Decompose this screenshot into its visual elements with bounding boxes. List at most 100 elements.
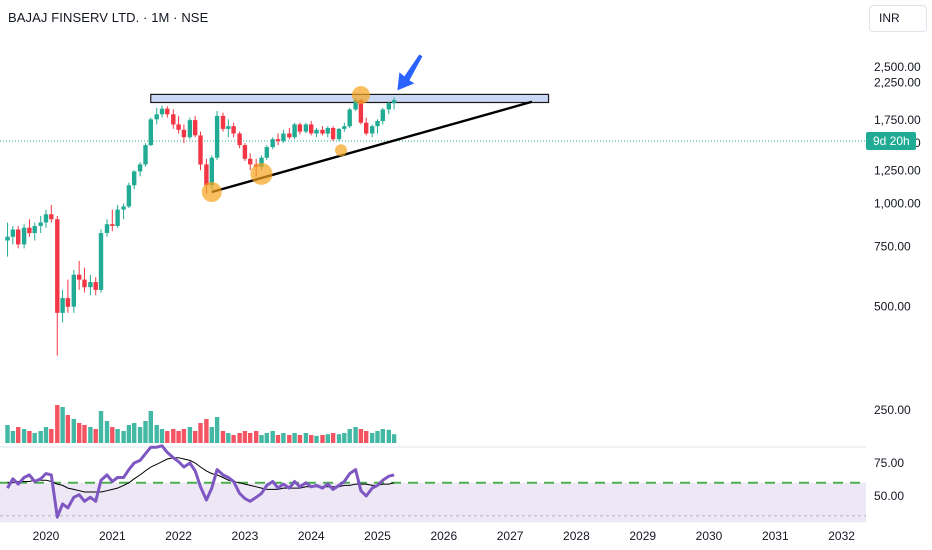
candle-body — [320, 129, 325, 134]
candle-body — [98, 233, 104, 290]
volume-bar — [110, 427, 115, 443]
candle-body — [264, 147, 269, 158]
volume-bar — [193, 431, 198, 443]
rsi-tick-label: 75.00 — [874, 456, 904, 470]
volume-bar — [181, 429, 187, 443]
volume-bar — [214, 417, 220, 443]
candle-body — [159, 108, 165, 115]
candle-body — [77, 274, 82, 280]
candle-body — [281, 133, 286, 142]
candle-body — [115, 209, 120, 226]
candle-body — [32, 226, 37, 234]
candle-body — [132, 171, 137, 186]
volume-bar — [65, 415, 71, 443]
candle-body — [303, 124, 309, 132]
x-tick-label: 2021 — [99, 529, 126, 543]
x-tick-label: 2032 — [828, 529, 855, 543]
volume-bar — [154, 425, 159, 443]
volume-bar — [242, 431, 248, 443]
candle-body — [287, 133, 292, 138]
annotations — [201, 54, 533, 203]
candle-body — [386, 103, 391, 110]
volume-bar — [38, 431, 43, 443]
candle-body — [204, 164, 209, 186]
x-tick-label: 2030 — [696, 529, 723, 543]
y-tick-label: 250.00 — [874, 403, 911, 417]
y-tick-label: 750.00 — [874, 239, 911, 253]
candles — [5, 97, 397, 356]
volume-bar — [342, 433, 347, 443]
x-tick-label: 2029 — [629, 529, 656, 543]
candle-body — [314, 129, 319, 134]
volume-bar — [330, 433, 336, 443]
y-tick-label: 1,750.00 — [874, 113, 921, 127]
volume-bar — [5, 425, 10, 443]
volume-bars — [5, 405, 397, 443]
volume-bar — [259, 435, 264, 443]
volume-bar — [198, 423, 203, 443]
volume-bar — [220, 431, 226, 443]
volume-bar — [21, 429, 27, 443]
candle-body — [154, 114, 159, 120]
volume-bar — [292, 433, 297, 443]
volume-bar — [32, 433, 37, 443]
volume-bar — [364, 431, 369, 443]
candle-body — [126, 185, 132, 207]
resistance-zone — [150, 93, 550, 104]
volume-bar — [320, 435, 325, 443]
candle-body — [353, 100, 358, 110]
volume-bar — [121, 431, 126, 443]
candle-body — [370, 126, 375, 134]
currency-selector[interactable]: INR — [869, 5, 927, 32]
pointer-arrow — [397, 54, 423, 91]
y-axis: 2,500.002,250.001,750.001,500.001,250.00… — [874, 60, 921, 503]
rsi-tick-label: 50.00 — [874, 489, 904, 503]
volume-bar — [347, 429, 352, 443]
candle-body — [336, 128, 342, 140]
volume-bar — [375, 431, 380, 443]
candle-body — [275, 139, 281, 142]
candle-body — [121, 206, 126, 210]
candle-body — [137, 164, 143, 172]
candle-body — [181, 129, 187, 138]
x-tick-label: 2023 — [232, 529, 259, 543]
volume-bar — [165, 431, 170, 443]
last-price-countdown: 9d 20h — [866, 132, 916, 150]
volume-bar — [325, 434, 330, 443]
x-tick-label: 2022 — [165, 529, 192, 543]
candle-body — [231, 126, 236, 134]
candle-body — [193, 120, 198, 136]
candle-body — [214, 115, 220, 158]
candle-body — [65, 298, 71, 307]
candle-body — [330, 128, 336, 140]
candle-body — [375, 121, 380, 127]
volume-bar — [159, 429, 165, 443]
candle-body — [347, 109, 352, 127]
volume-bar — [143, 421, 148, 443]
candle-body — [38, 222, 43, 226]
volume-bar — [264, 433, 269, 443]
candle-body — [325, 128, 330, 134]
volume-bar — [55, 405, 60, 443]
candle-body — [93, 282, 98, 290]
volume-bar — [309, 435, 314, 443]
candle-body — [391, 100, 397, 104]
candle-body — [55, 219, 60, 313]
volume-bar — [209, 427, 214, 443]
volume-bar — [353, 427, 358, 443]
candle-body — [270, 139, 275, 148]
candle-body — [342, 126, 347, 129]
volume-bar — [270, 431, 275, 443]
x-tick-label: 2020 — [33, 529, 60, 543]
volume-bar — [281, 433, 286, 443]
volume-bar — [104, 421, 110, 443]
volume-bar — [336, 434, 342, 443]
candle-body — [71, 274, 76, 307]
volume-bar — [287, 435, 292, 443]
volume-bar — [370, 433, 375, 443]
rsi-panel — [0, 444, 866, 519]
volume-bar — [204, 419, 209, 443]
volume-bar — [237, 433, 242, 443]
volume-bar — [10, 431, 16, 443]
